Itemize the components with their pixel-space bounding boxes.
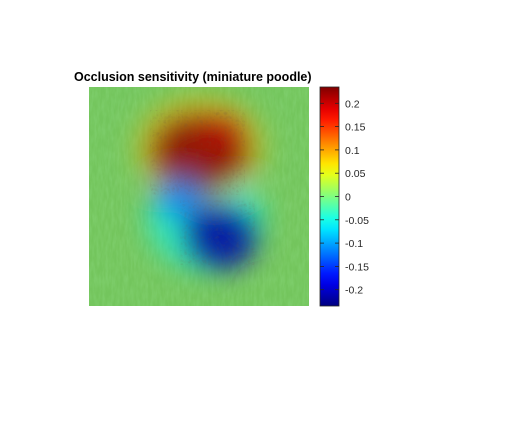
colorbar-tick-label: 0.1 [345,145,360,157]
colorbar-tick-label: -0.15 [345,261,369,273]
colorbar-tick-label: 0.2 [345,98,360,110]
colorbar-ticks: 0.2 0.15 0.1 0.05 0 -0.05 -0.1 -0.15 -0.2 [320,98,369,297]
colorbar-tick-label: -0.1 [345,238,363,250]
colorbar-tick-label: 0 [345,192,351,204]
heatmap-image [89,87,309,306]
dog-fur-texture [150,110,245,195]
colorbar-tick-label: 0.15 [345,122,366,134]
colorbar-tick-label: -0.2 [345,285,363,297]
colorbar-tick-label: -0.05 [345,215,369,227]
colorbar-gradient [320,87,339,306]
colorbar-tick-label: 0.05 [345,168,366,180]
colorbar: 0.2 0.15 0.1 0.05 0 -0.05 -0.1 -0.15 -0.2 [319,86,369,307]
dog-body-texture [180,200,255,265]
chart-title: Occlusion sensitivity (miniature poodle) [74,70,312,84]
